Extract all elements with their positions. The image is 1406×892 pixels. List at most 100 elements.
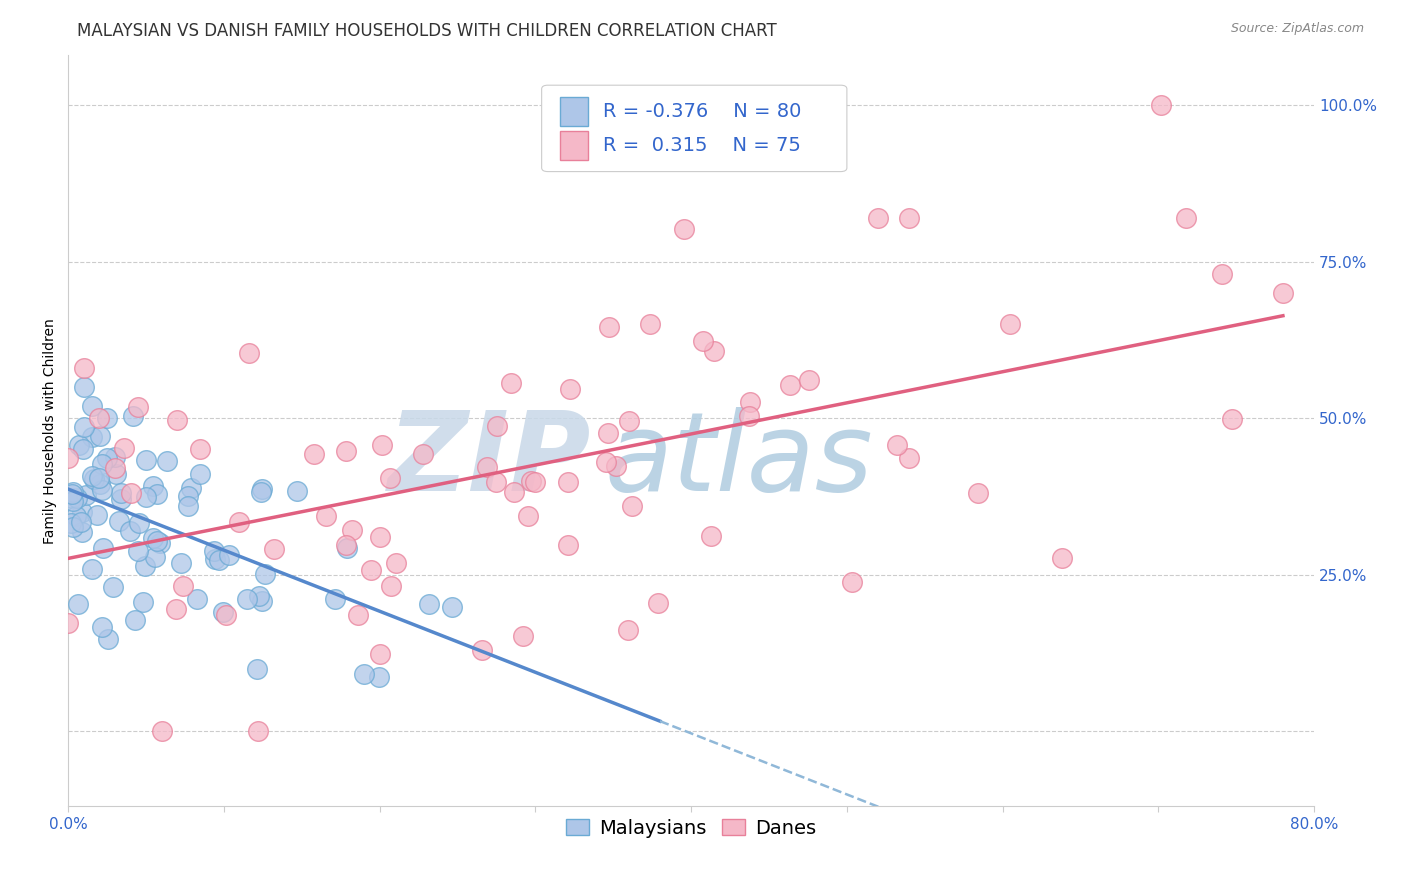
- Point: [360, 563, 382, 577]
- Point: [898, 450, 921, 465]
- Point: [70, 524, 93, 539]
- Point: [142, 531, 165, 545]
- Text: R = -0.376    N = 80: R = -0.376 N = 80: [603, 102, 801, 121]
- Point: [188, 442, 211, 456]
- Point: [91, 483, 114, 497]
- Point: [86, 508, 108, 522]
- Point: [335, 443, 357, 458]
- Point: [898, 211, 921, 225]
- Point: [149, 535, 172, 549]
- Point: [558, 382, 581, 396]
- Point: [738, 395, 761, 409]
- Point: [82, 469, 104, 483]
- Point: [380, 579, 402, 593]
- Point: [512, 629, 534, 643]
- Point: [371, 438, 394, 452]
- Point: [368, 670, 391, 684]
- Point: [135, 453, 157, 467]
- Bar: [561, 97, 588, 126]
- Point: [368, 647, 391, 661]
- Point: [797, 373, 820, 387]
- Point: [499, 376, 522, 390]
- Bar: [561, 131, 588, 160]
- Point: [779, 378, 801, 392]
- Point: [247, 590, 270, 604]
- Point: [62, 520, 84, 534]
- Point: [180, 481, 202, 495]
- Point: [605, 459, 627, 474]
- Point: [520, 474, 543, 488]
- Point: [104, 461, 127, 475]
- Point: [145, 534, 167, 549]
- Point: [703, 343, 725, 358]
- Point: [131, 595, 153, 609]
- Point: [335, 538, 357, 552]
- Point: [66, 597, 89, 611]
- Point: [80, 399, 103, 413]
- Point: [101, 580, 124, 594]
- Point: [336, 541, 359, 555]
- Point: [211, 605, 233, 619]
- Text: MALAYSIAN VS DANISH FAMILY HOUSEHOLDS WITH CHILDREN CORRELATION CHART: MALAYSIAN VS DANISH FAMILY HOUSEHOLDS WI…: [77, 22, 778, 40]
- Point: [418, 598, 440, 612]
- Point: [122, 409, 145, 423]
- Point: [89, 476, 111, 491]
- Point: [245, 662, 267, 676]
- Point: [65, 509, 87, 524]
- Point: [621, 499, 644, 513]
- Point: [998, 317, 1021, 331]
- FancyBboxPatch shape: [541, 86, 846, 171]
- Point: [166, 413, 188, 427]
- Point: [250, 482, 273, 496]
- Point: [385, 556, 408, 570]
- Point: [617, 414, 640, 428]
- Point: [91, 619, 114, 633]
- Point: [378, 471, 401, 485]
- Point: [236, 591, 259, 606]
- Y-axis label: Family Households with Children: Family Households with Children: [44, 318, 58, 543]
- Point: [124, 613, 146, 627]
- Point: [647, 596, 669, 610]
- Point: [60, 491, 83, 505]
- Point: [118, 524, 141, 538]
- Point: [215, 607, 238, 622]
- Point: [156, 454, 179, 468]
- Point: [616, 623, 638, 637]
- Point: [177, 489, 200, 503]
- Point: [177, 499, 200, 513]
- Point: [96, 411, 118, 425]
- Point: [249, 485, 271, 500]
- Text: atlas: atlas: [605, 408, 873, 515]
- Point: [60, 516, 83, 530]
- Point: [66, 491, 89, 505]
- Point: [1211, 267, 1233, 281]
- Point: [73, 361, 96, 376]
- Point: [110, 486, 132, 500]
- Point: [58, 616, 80, 631]
- Point: [107, 514, 129, 528]
- Point: [1174, 211, 1197, 225]
- Point: [598, 426, 620, 441]
- Point: [87, 471, 110, 485]
- Point: [114, 442, 136, 456]
- Point: [204, 552, 226, 566]
- Point: [598, 319, 620, 334]
- Point: [247, 724, 270, 739]
- Point: [91, 457, 114, 471]
- Point: [135, 490, 157, 504]
- Point: [120, 486, 142, 500]
- Point: [82, 430, 104, 444]
- Text: R =  0.315    N = 75: R = 0.315 N = 75: [603, 136, 800, 155]
- Point: [67, 438, 90, 452]
- Point: [263, 541, 285, 556]
- Point: [69, 515, 91, 529]
- Point: [70, 505, 93, 519]
- Point: [340, 523, 363, 537]
- Point: [368, 531, 391, 545]
- Point: [127, 400, 149, 414]
- Point: [486, 419, 509, 434]
- Point: [700, 528, 723, 542]
- Point: [186, 591, 208, 606]
- Point: [1150, 98, 1173, 112]
- Point: [110, 491, 132, 506]
